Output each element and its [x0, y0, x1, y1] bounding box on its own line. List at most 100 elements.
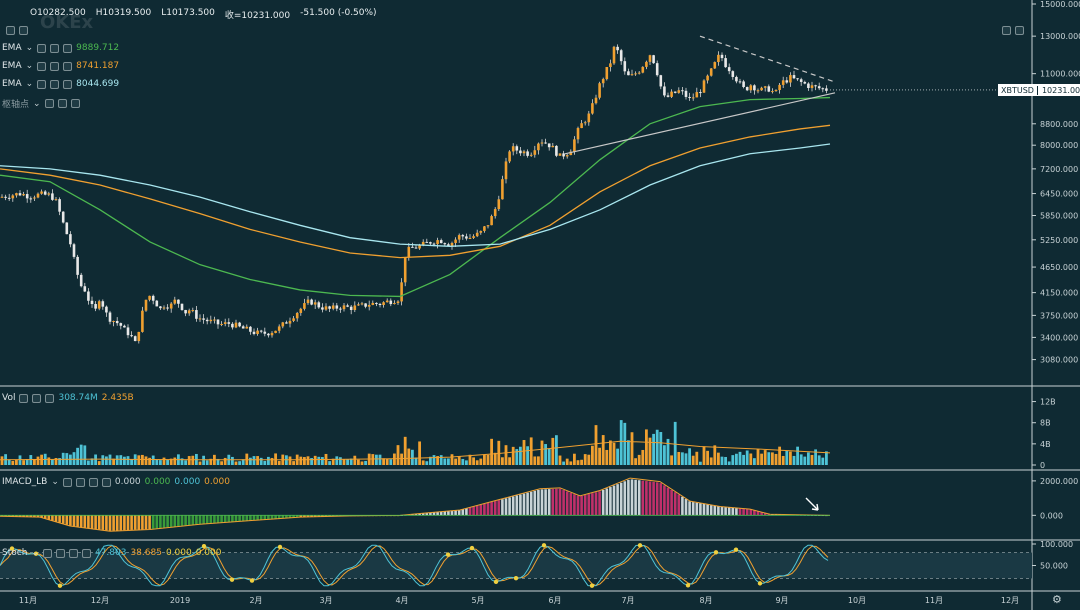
volume-bar — [515, 449, 519, 465]
visibility-icon[interactable] — [42, 548, 52, 558]
stoch-legend[interactable]: Stoch ⌄ 47.803 38.685 0.000 0.000 — [2, 548, 221, 558]
volume-bar — [331, 458, 335, 465]
pivot-legend[interactable]: 枢轴点 ⌄ — [2, 97, 80, 110]
close-icon[interactable] — [19, 26, 28, 35]
maximize-pane-icon[interactable] — [1015, 26, 1024, 35]
close-icon[interactable] — [101, 477, 111, 487]
visibility-icon[interactable] — [37, 43, 47, 53]
gear-icon[interactable]: ⚙ — [1052, 593, 1062, 606]
visibility-icon[interactable] — [37, 61, 47, 71]
candle-body — [223, 322, 227, 324]
close-icon[interactable] — [70, 99, 80, 108]
visibility-icon[interactable] — [44, 99, 54, 108]
settings-icon[interactable] — [55, 548, 65, 558]
candle-body — [90, 300, 94, 305]
chevron-down-icon[interactable]: ⌄ — [25, 61, 34, 71]
volume-bar — [634, 458, 637, 465]
settings-icon[interactable] — [50, 79, 60, 89]
ema-legend-3[interactable]: EMA ⌄ 8044.699 — [2, 79, 119, 89]
macd-histogram-bar — [101, 515, 105, 530]
macd-histogram-bar — [285, 515, 288, 518]
macd-histogram-bar — [753, 510, 756, 516]
candle-body — [821, 88, 825, 90]
candle-body — [159, 306, 162, 309]
macd-histogram-bar — [713, 505, 717, 516]
lock-icon[interactable] — [88, 477, 98, 487]
settings-icon[interactable] — [57, 99, 67, 108]
volume-bar — [162, 457, 166, 465]
macd-histogram-bar — [634, 479, 637, 516]
close-icon[interactable] — [63, 79, 73, 89]
chevron-down-icon[interactable]: ⌄ — [31, 548, 39, 558]
volume-bar — [789, 451, 792, 465]
volume-bar — [123, 456, 126, 465]
macd-histogram-bar — [126, 515, 130, 531]
time-tick-label: 2019 — [170, 596, 190, 605]
volume-bar — [655, 429, 659, 465]
ema-legend-1[interactable]: EMA ⌄ 9889.712 — [2, 43, 119, 53]
settings-icon[interactable] — [32, 393, 42, 403]
volume-bar — [270, 457, 274, 465]
chevron-down-icon[interactable]: ⌄ — [25, 79, 34, 89]
macd-histogram-bar — [303, 515, 306, 517]
chevron-down-icon[interactable]: ⌄ — [25, 43, 34, 53]
macd-legend[interactable]: IMACD_LB ⌄ 0.000 0.000 0.000 0.000 — [2, 477, 230, 487]
visibility-icon[interactable] — [62, 477, 72, 487]
visibility-icon[interactable] — [37, 79, 47, 89]
visibility-icon[interactable] — [19, 393, 29, 403]
close-icon[interactable] — [63, 43, 73, 53]
volume-bar — [414, 457, 418, 465]
candle-body — [454, 239, 457, 243]
stoch-signal-dot — [33, 551, 39, 556]
close-icon[interactable] — [81, 548, 91, 558]
time-tick-label: 3月 — [319, 596, 332, 605]
volume-legend[interactable]: Vol 308.74M 2.435B — [2, 393, 134, 403]
price-tick-label: 8800.000 — [1040, 120, 1078, 129]
close-icon[interactable] — [63, 61, 73, 71]
volume-ma-line — [0, 440, 831, 461]
volume-bar — [756, 449, 760, 465]
candle-body — [216, 319, 220, 325]
candle-body — [551, 145, 555, 148]
lock-icon[interactable] — [68, 548, 78, 558]
macd-histogram-bar — [724, 507, 727, 516]
price-tick-label: 3080.000 — [1040, 356, 1078, 365]
settings-icon[interactable] — [50, 43, 60, 53]
collapse-pane-icon[interactable] — [1002, 26, 1011, 35]
stoch-pane[interactable] — [0, 543, 1032, 588]
settings-icon[interactable] — [50, 61, 60, 71]
price-pane[interactable] — [0, 35, 1032, 344]
macd-histogram-bar — [324, 515, 328, 517]
macd-pane[interactable] — [0, 477, 831, 532]
chevron-down-icon[interactable]: ⌄ — [33, 98, 41, 109]
chevron-down-icon[interactable]: ⌄ — [51, 477, 59, 487]
macd-histogram-bar — [562, 490, 565, 516]
macd-histogram-bar — [648, 481, 652, 516]
macd-histogram-bar — [36, 515, 40, 518]
macd-histogram-bar — [551, 488, 555, 516]
settings-icon[interactable] — [6, 26, 15, 35]
ohlc-readout: O10282.500 H10319.500 L10173.500 收=10231… — [30, 8, 377, 21]
candle-body — [515, 146, 519, 151]
candle-body — [331, 305, 335, 309]
macd-histogram-bar — [504, 498, 508, 516]
close-icon[interactable] — [45, 393, 55, 403]
macd-histogram-bar — [655, 482, 659, 516]
candle-body — [609, 63, 612, 68]
candle-body — [717, 54, 720, 63]
candle-body — [205, 319, 209, 322]
close-value: 收=10231.000 — [224, 11, 291, 21]
macd-histogram-bar — [414, 513, 418, 516]
settings-icon[interactable] — [75, 477, 85, 487]
candle-body — [439, 240, 443, 244]
macd-histogram-bar — [540, 489, 544, 516]
candle-body — [709, 68, 713, 76]
time-tick-label: 5月 — [471, 596, 484, 605]
ema-legend-2[interactable]: EMA ⌄ 8741.187 — [2, 61, 119, 71]
volume-pane[interactable] — [0, 420, 831, 465]
candle-body — [256, 330, 259, 334]
time-tick-label: 10月 — [848, 596, 866, 605]
stoch-signal-dot — [637, 543, 643, 548]
volume-bar — [760, 453, 763, 465]
